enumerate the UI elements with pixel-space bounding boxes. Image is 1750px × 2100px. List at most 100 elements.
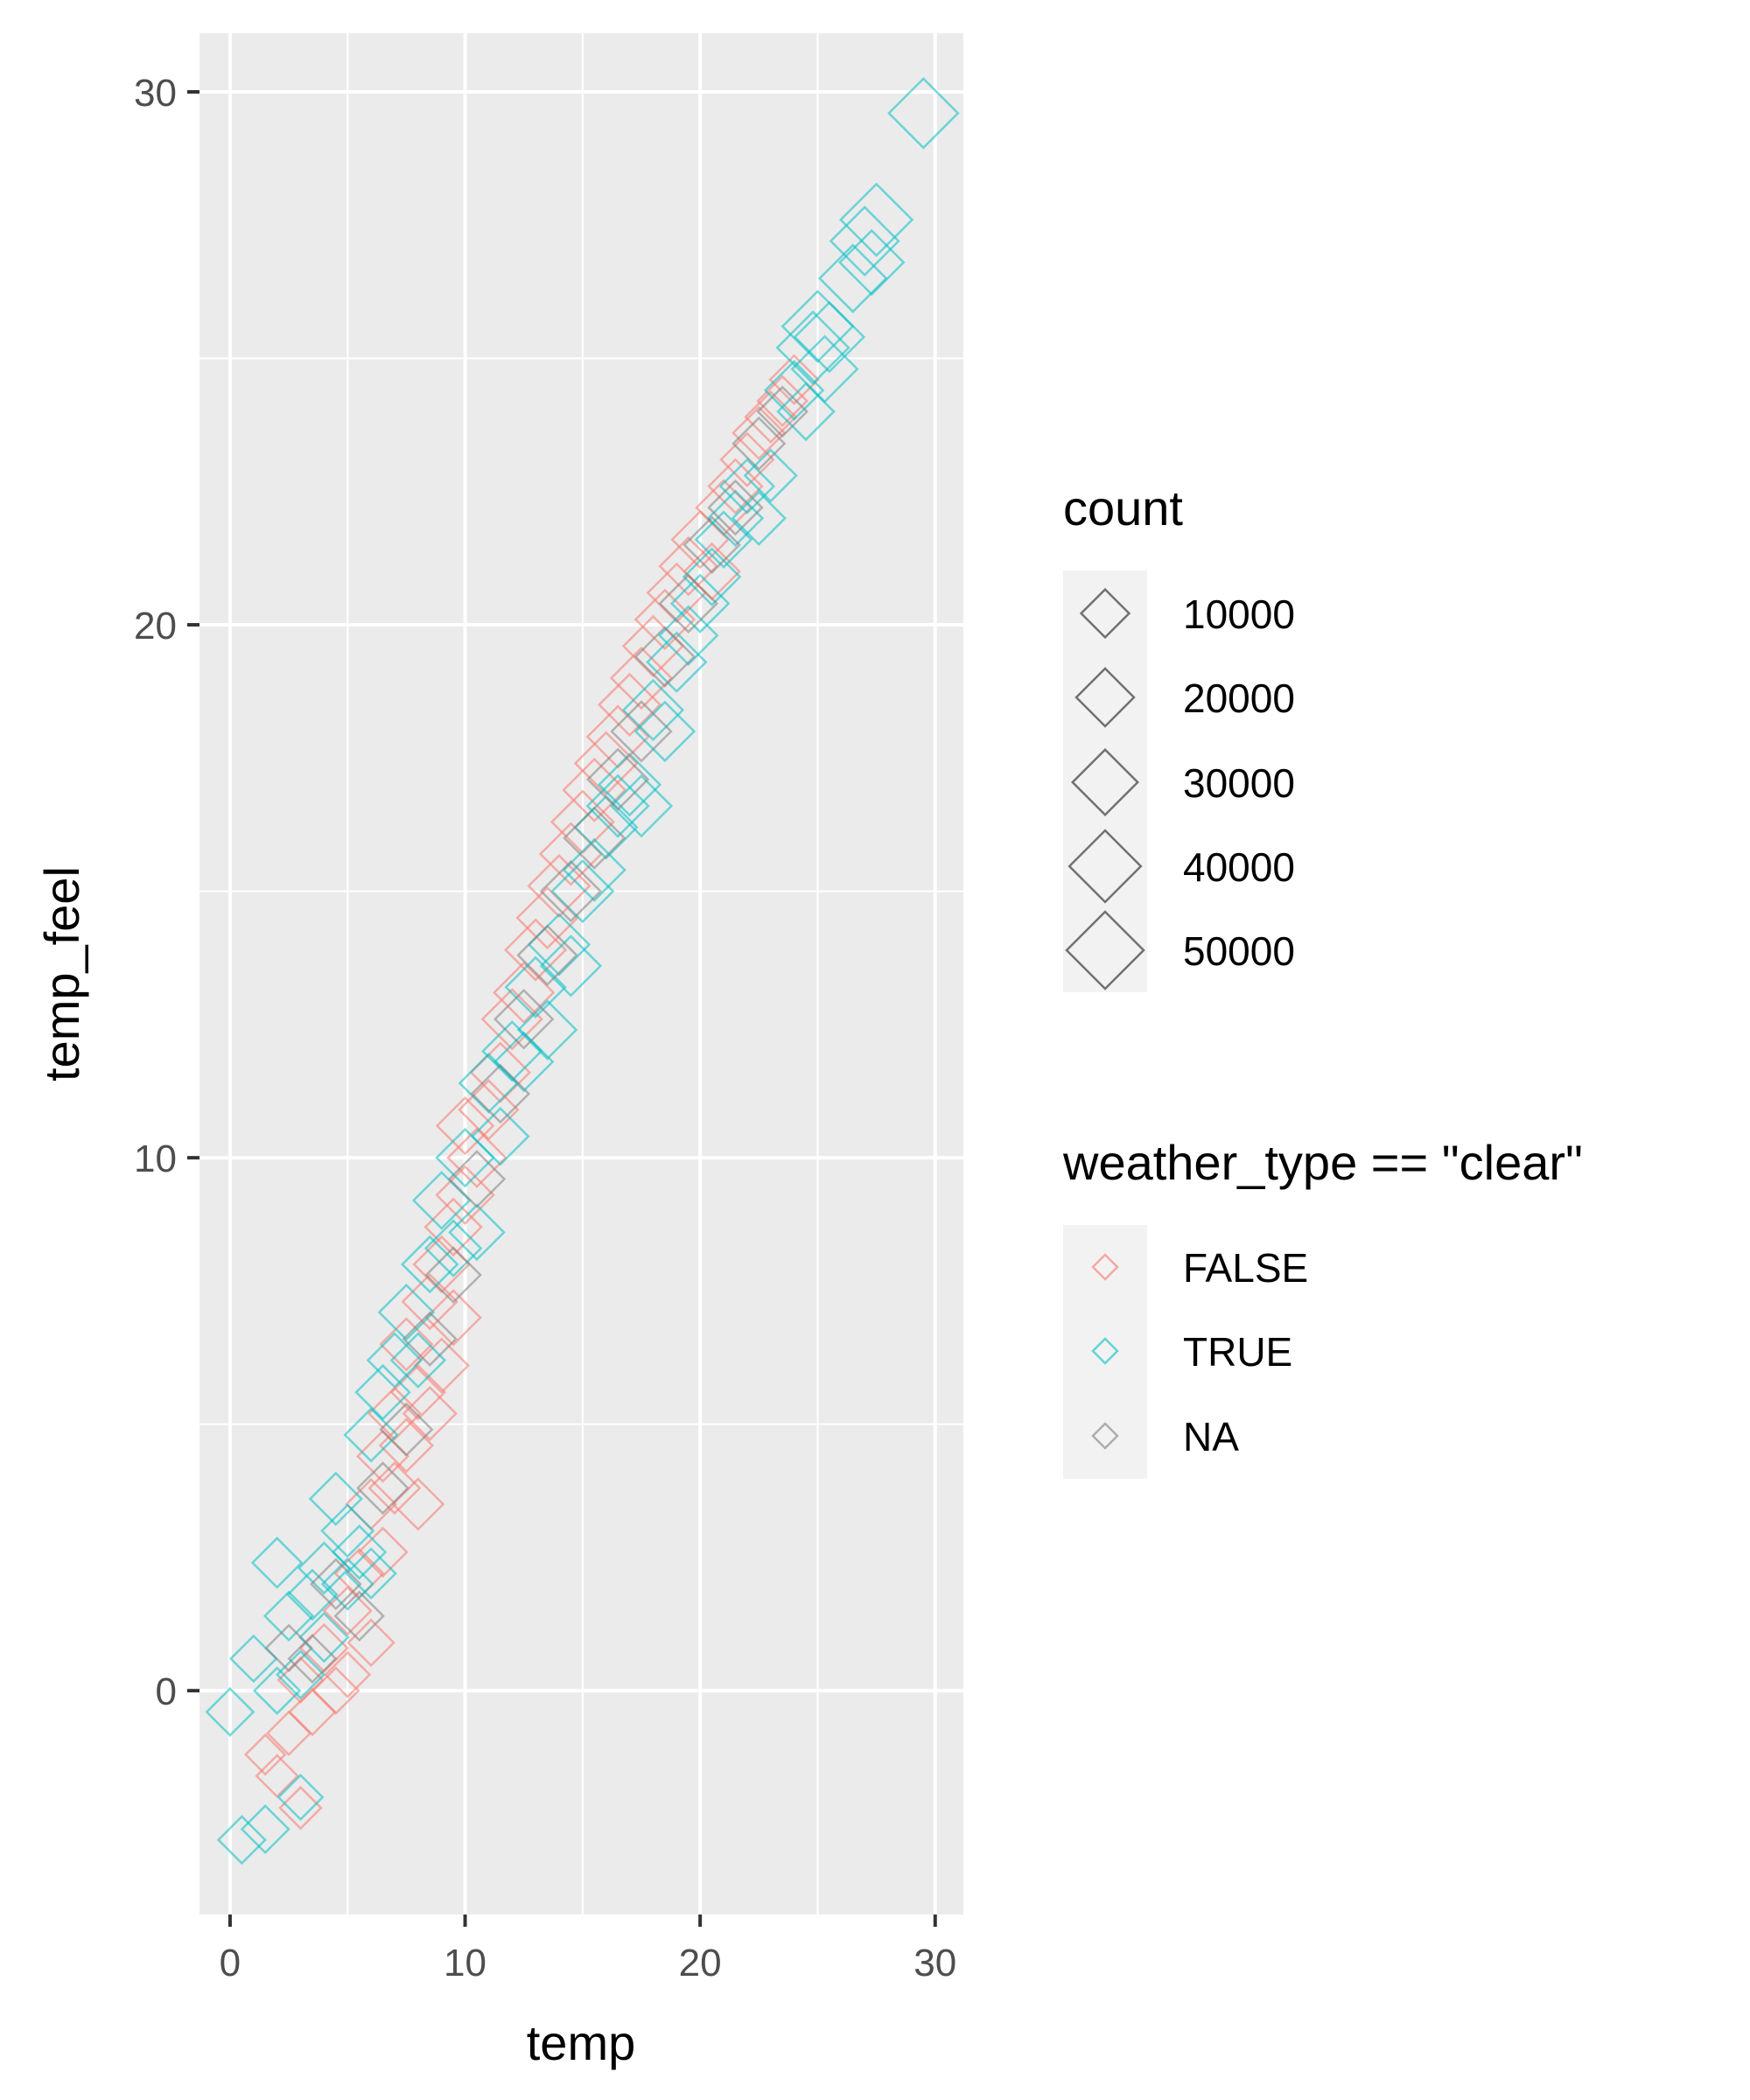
data-point xyxy=(516,999,578,1060)
y-tick-label: 10 xyxy=(134,1138,177,1180)
color-legend-title: weather_type == "clear" xyxy=(1062,1135,1583,1190)
size-legend-label: 30000 xyxy=(1183,760,1295,806)
data-point xyxy=(706,489,765,547)
size-legend-key xyxy=(1074,667,1136,728)
size-legend-label: 10000 xyxy=(1183,592,1295,637)
data-point xyxy=(470,1063,531,1124)
data-point xyxy=(539,859,603,923)
y-tick-label: 20 xyxy=(134,605,177,648)
data-point xyxy=(320,1503,375,1558)
data-point xyxy=(732,405,787,460)
data-point xyxy=(389,1332,447,1389)
data-point xyxy=(586,747,650,811)
data-point xyxy=(610,700,673,763)
size-legend-key-background xyxy=(1063,570,1147,992)
color-legend-label: FALSE xyxy=(1183,1245,1308,1291)
data-point xyxy=(308,1471,363,1526)
x-tick-label: 0 xyxy=(220,1942,241,1984)
data-point xyxy=(424,1219,483,1278)
data-point xyxy=(634,700,696,763)
data-point xyxy=(424,1246,482,1304)
data-point xyxy=(312,1666,360,1715)
size-legend-key xyxy=(1070,747,1140,817)
data-point xyxy=(480,988,543,1051)
color-legend-key xyxy=(1091,1337,1119,1365)
data-point xyxy=(493,961,556,1024)
x-tick-label: 10 xyxy=(444,1942,486,1984)
y-axis: 0 10 20 30 xyxy=(134,72,200,1713)
data-point xyxy=(719,431,775,487)
data-point xyxy=(276,1774,325,1821)
y-tick-label: 30 xyxy=(134,72,177,115)
data-point xyxy=(286,1568,339,1621)
data-point xyxy=(682,515,741,574)
data-point xyxy=(817,243,888,313)
data-point xyxy=(793,300,866,374)
panel-background xyxy=(200,33,963,1914)
data-point xyxy=(298,1612,350,1663)
data-point xyxy=(838,228,906,297)
major-gridlines xyxy=(200,33,963,1914)
data-point xyxy=(309,1558,362,1611)
x-axis-title: temp xyxy=(527,2015,636,2070)
data-point xyxy=(550,859,615,924)
data-point xyxy=(658,536,718,597)
data-point xyxy=(243,1733,287,1776)
data-point xyxy=(707,458,764,514)
size-legend-label: 20000 xyxy=(1183,676,1295,721)
data-point xyxy=(756,385,809,438)
data-point xyxy=(573,731,639,796)
color-legend-key-background xyxy=(1063,1225,1147,1479)
data-point xyxy=(634,626,696,688)
data-point xyxy=(598,752,662,817)
size-legend-label: 50000 xyxy=(1183,928,1295,974)
data-point xyxy=(658,573,718,634)
data-point xyxy=(707,479,764,536)
data-points xyxy=(205,77,960,1866)
data-point xyxy=(471,1106,530,1166)
data-point xyxy=(255,1754,299,1798)
y-tick-label: 0 xyxy=(156,1670,177,1713)
data-point xyxy=(744,390,798,444)
data-point xyxy=(516,924,578,986)
data-point xyxy=(562,837,626,902)
data-point xyxy=(287,1634,338,1684)
data-point xyxy=(732,416,787,472)
data-point xyxy=(377,1284,436,1341)
data-point xyxy=(357,1526,409,1578)
x-tick-label: 20 xyxy=(679,1942,722,1984)
data-point xyxy=(743,448,798,503)
data-point xyxy=(493,1031,555,1093)
data-point xyxy=(424,1289,482,1347)
color-legend-key xyxy=(1091,1253,1119,1281)
data-point xyxy=(240,1804,290,1855)
minor-gridlines xyxy=(200,33,963,1914)
x-tick-label: 30 xyxy=(914,1942,956,1984)
data-point xyxy=(343,1407,399,1463)
data-point xyxy=(368,1461,422,1516)
data-point xyxy=(333,1590,385,1642)
data-point xyxy=(354,1363,411,1421)
data-point xyxy=(345,1547,397,1600)
size-legend-key xyxy=(1065,910,1145,990)
size-legend-title: count xyxy=(1063,480,1183,536)
data-point xyxy=(609,774,674,838)
y-axis-title: temp_feel xyxy=(34,866,89,1082)
data-point xyxy=(402,1311,458,1367)
data-point xyxy=(264,1623,313,1673)
data-point xyxy=(763,360,825,421)
data-point xyxy=(829,206,900,277)
data-point xyxy=(694,510,753,569)
size-legend-label: 40000 xyxy=(1183,844,1295,890)
data-point xyxy=(401,1272,458,1331)
data-point xyxy=(775,310,850,385)
data-point xyxy=(413,1337,470,1394)
data-point xyxy=(790,334,859,403)
data-point xyxy=(458,1079,520,1141)
data-point xyxy=(731,490,787,546)
data-point xyxy=(205,1687,256,1738)
data-point xyxy=(887,77,960,150)
x-axis: 0 10 20 30 xyxy=(220,1914,956,1984)
data-point xyxy=(756,374,809,428)
